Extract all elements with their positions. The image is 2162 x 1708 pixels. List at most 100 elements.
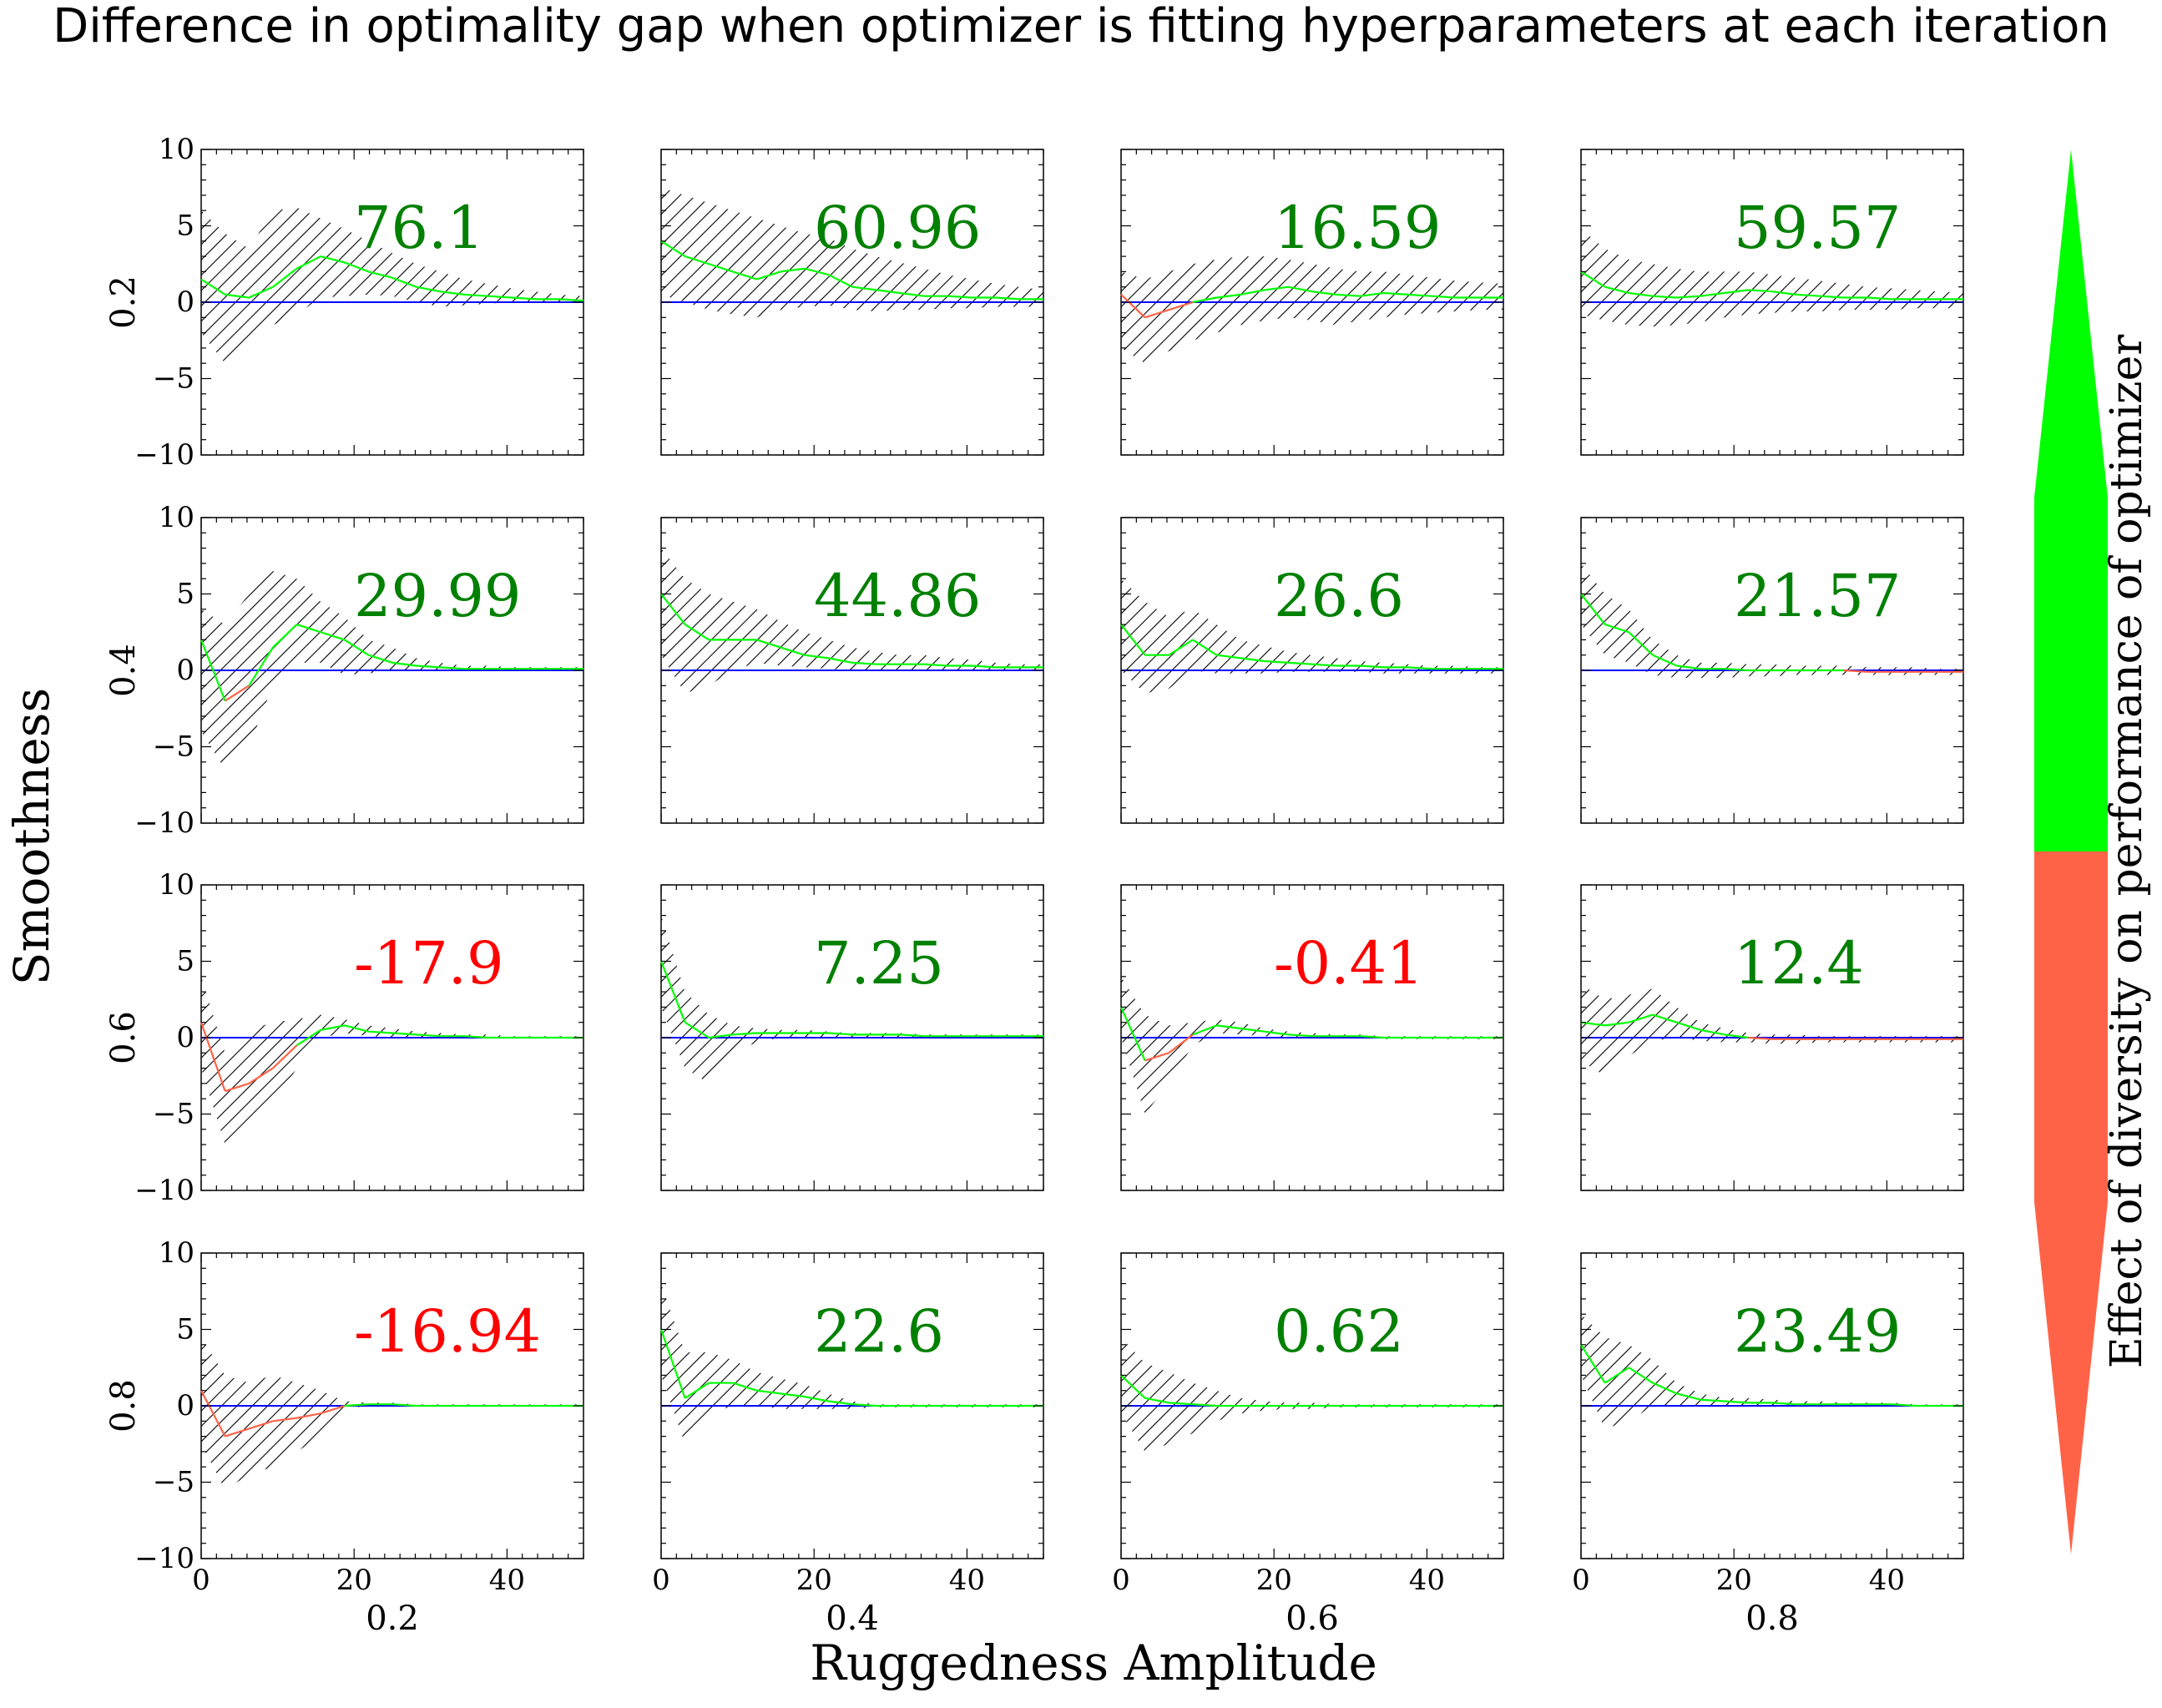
subplot: 16.59 bbox=[1120, 149, 1504, 456]
panel-value-annotation: 0.62 bbox=[1274, 1297, 1404, 1366]
mean-line-segment bbox=[272, 1044, 298, 1069]
subplot: 0 20 40 0.8 23.49 bbox=[1572, 1252, 1964, 1638]
column-label: 0.2 bbox=[366, 1599, 419, 1638]
panel-value-annotation: 21.57 bbox=[1734, 562, 1901, 630]
mean-line-segment bbox=[1843, 669, 1868, 673]
column-label: 0.4 bbox=[826, 1599, 879, 1638]
mean-line-segment bbox=[900, 1033, 924, 1038]
y-tick-label: 0 bbox=[176, 286, 194, 319]
mean-line-segment bbox=[1288, 1033, 1313, 1038]
y-tick-label: 10 bbox=[159, 868, 194, 902]
subplot: -0.41 bbox=[1119, 884, 1504, 1191]
subplot: −10 −5 0 5 10 0.4 29.99 bbox=[104, 501, 584, 840]
panel-value-annotation: 16.59 bbox=[1274, 194, 1441, 262]
x-tick-label: 20 bbox=[796, 1564, 832, 1597]
mean-line-segment bbox=[463, 293, 488, 297]
mean-line-segment bbox=[272, 1417, 297, 1422]
mean-line-segment bbox=[708, 263, 734, 273]
mean-line-segment bbox=[851, 1403, 876, 1407]
mean-line-segment bbox=[1892, 1403, 1916, 1407]
y-tick-label: −10 bbox=[134, 1542, 194, 1575]
mean-line-segment bbox=[1311, 291, 1336, 296]
mean-line-segment bbox=[1796, 293, 1821, 297]
mean-line-segment bbox=[368, 1030, 393, 1034]
mean-line-segment bbox=[1407, 666, 1432, 670]
y-tick-label: 10 bbox=[159, 133, 194, 166]
mean-line-segment bbox=[1144, 1397, 1169, 1404]
mean-line-segment bbox=[320, 1024, 345, 1031]
mean-line-segment bbox=[559, 298, 584, 302]
mean-line-segment bbox=[1264, 286, 1289, 291]
panel-value-annotation: 23.49 bbox=[1734, 1297, 1901, 1366]
y-tick-label: 0 bbox=[176, 1389, 194, 1422]
mean-line-segment bbox=[1192, 1403, 1217, 1407]
mean-line-segment bbox=[1192, 296, 1217, 304]
mean-line-segment bbox=[732, 270, 757, 280]
mean-line-segment bbox=[1120, 294, 1146, 319]
mean-line-segment bbox=[828, 1400, 853, 1406]
confidence-band bbox=[1121, 1337, 1503, 1452]
mean-line-segment bbox=[463, 1035, 488, 1039]
panel-value-annotation: 22.6 bbox=[814, 1297, 944, 1366]
x-tick-label: 0 bbox=[1112, 1564, 1130, 1597]
subplot: 7.25 bbox=[659, 884, 1044, 1191]
mean-line-segment bbox=[1604, 1021, 1629, 1027]
mean-line-segment bbox=[684, 255, 710, 265]
mean-line-segment bbox=[780, 1392, 805, 1398]
x-tick-label: 40 bbox=[1409, 1564, 1445, 1597]
mean-line-segment bbox=[1192, 1024, 1217, 1036]
mean-line-segment bbox=[225, 1082, 250, 1093]
x-tick-label: 20 bbox=[336, 1564, 372, 1597]
subplot: 60.96 bbox=[660, 149, 1044, 456]
row-label: 0.6 bbox=[104, 1011, 143, 1064]
mean-line-segment bbox=[225, 685, 250, 702]
row-label: 0.2 bbox=[104, 275, 143, 329]
mean-line-segment bbox=[1867, 296, 1892, 301]
mean-line-segment bbox=[1724, 668, 1749, 672]
y-tick-label: −10 bbox=[134, 806, 194, 840]
x-tick-label: 40 bbox=[949, 1564, 985, 1597]
subplot: 0 20 40 0.6 0.62 bbox=[1112, 1252, 1504, 1638]
mean-line-segment bbox=[344, 1024, 369, 1033]
mean-line-segment bbox=[1580, 270, 1606, 288]
y-tick-label: −5 bbox=[153, 1466, 194, 1499]
mean-line-segment bbox=[709, 1033, 734, 1039]
mean-line-segment bbox=[1288, 286, 1313, 293]
mean-line-segment bbox=[296, 624, 321, 634]
mean-line-segment bbox=[512, 296, 536, 301]
mean-line-segment bbox=[440, 666, 464, 670]
subplot: 59.57 bbox=[1580, 149, 1964, 456]
mean-line-segment bbox=[804, 654, 829, 659]
mean-line-segment bbox=[1383, 291, 1408, 296]
mean-line-segment bbox=[1144, 309, 1169, 319]
mean-line-segment bbox=[851, 661, 876, 665]
panel-value-annotation: 26.6 bbox=[1274, 562, 1404, 630]
mean-line-segment bbox=[1216, 1024, 1241, 1030]
x-axis-label: Ruggedness Amplitude bbox=[810, 1635, 1377, 1691]
y-tick-label: −10 bbox=[134, 438, 194, 472]
mean-line-segment bbox=[1652, 295, 1677, 299]
row-label: 0.4 bbox=[104, 644, 143, 697]
mean-line-segment bbox=[828, 657, 853, 664]
mean-line-segment bbox=[200, 278, 226, 296]
confidence-band bbox=[1121, 579, 1503, 694]
mean-line-segment bbox=[272, 267, 298, 288]
subplot: 21.57 bbox=[1580, 517, 1964, 824]
mean-line-segment bbox=[320, 631, 346, 641]
mean-line-segment bbox=[1192, 639, 1218, 656]
mean-line-segment bbox=[947, 295, 972, 299]
mean-line-segment bbox=[732, 1382, 757, 1392]
mean-line-segment bbox=[272, 624, 298, 649]
y-tick-label: 5 bbox=[176, 210, 194, 243]
mean-line-segment bbox=[1264, 659, 1289, 664]
mean-line-segment bbox=[416, 286, 441, 293]
mean-line-segment bbox=[1360, 291, 1385, 297]
subplot-grid: −10 −5 0 5 10 0.2 76.1 60.96 16.59 59.57 −10 −5 0 5 10… bbox=[104, 133, 1964, 1638]
y-tick-label: 0 bbox=[176, 1021, 194, 1054]
subplot: 0 20 40 0.4 22.6 bbox=[652, 1252, 1044, 1638]
mean-line-segment bbox=[756, 1389, 781, 1395]
mean-line-segment bbox=[368, 270, 393, 279]
y-tick-label: −10 bbox=[134, 1174, 194, 1207]
y-tick-label: 5 bbox=[176, 945, 194, 978]
